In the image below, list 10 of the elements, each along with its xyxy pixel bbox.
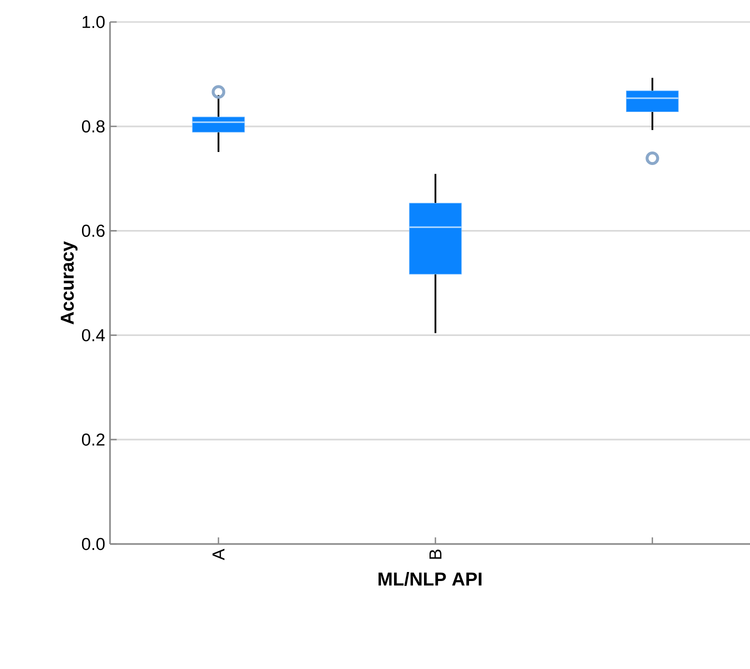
- x-tick-label: B: [429, 550, 442, 559]
- y-tick-label: 0.8: [82, 120, 105, 133]
- x-tick-label: A: [212, 548, 224, 560]
- y-tick-label: 0.4: [82, 329, 105, 342]
- y-axis-title: Accuracy: [60, 241, 78, 324]
- y-tick-label: 0.6: [82, 224, 105, 237]
- x-axis-title: ML/NLP API: [378, 572, 482, 586]
- y-tick-label: 0.0: [82, 538, 105, 550]
- y-tick-label: 0.2: [82, 433, 104, 446]
- y-tick-label: 1.0: [82, 16, 105, 28]
